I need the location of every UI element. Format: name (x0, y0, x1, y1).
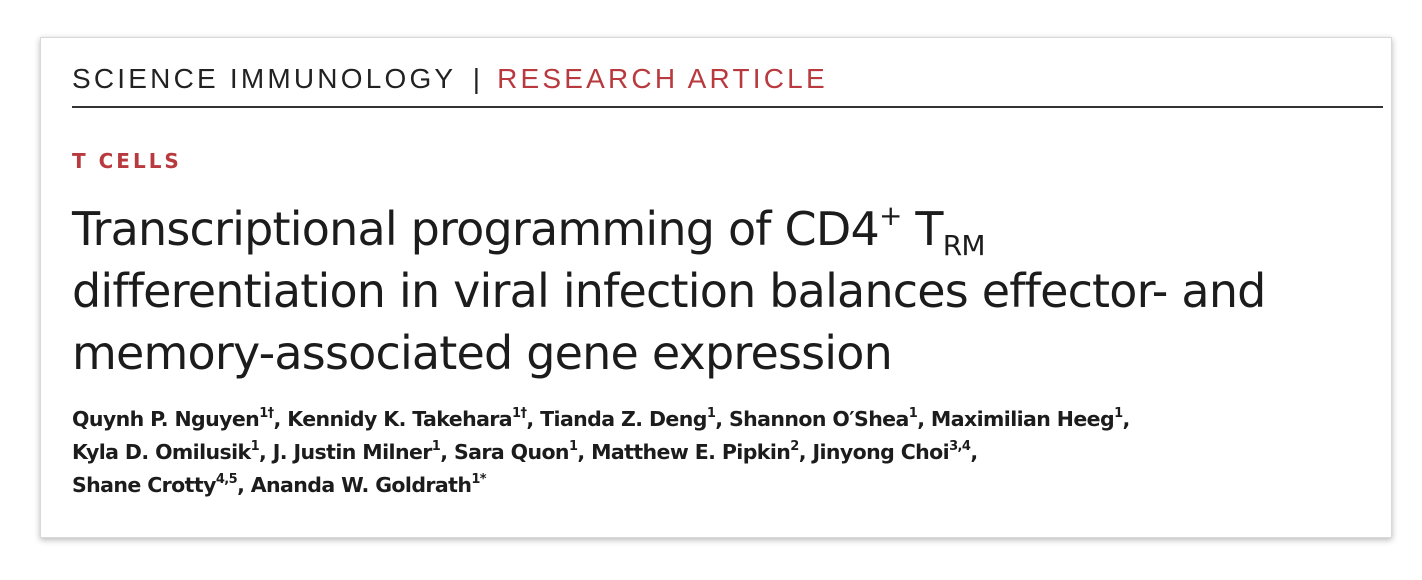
author-name: Tianda Z. Deng (540, 407, 707, 431)
author-line: Kyla D. Omilusik1, J. Justin Milner1, Sa… (72, 439, 978, 464)
article-title: Transcriptional programming of CD4+ TRM … (72, 198, 1372, 384)
author-affiliation: 1 (431, 439, 441, 454)
author-affiliation: 3,4 (949, 439, 971, 454)
author-name: Kyla D. Omilusik (72, 440, 251, 464)
author-affiliation: 1 (908, 406, 918, 421)
header-divider (72, 106, 1383, 108)
author-line: Quynh P. Nguyen1†, Kennidy K. Takehara1†… (72, 406, 1130, 431)
author-affiliation: 1† (512, 406, 527, 421)
author-name: Quynh P. Nguyen (72, 407, 260, 431)
author-name: Jinyong Choi (812, 440, 950, 464)
author-name: Shane Crotty (72, 473, 216, 497)
author-name: Matthew E. Pipkin (591, 440, 791, 464)
title-subscript: RM (942, 229, 986, 262)
section-label: T CELLS (72, 149, 182, 173)
header-separator: | (472, 63, 481, 94)
author-name: Kennidy K. Takehara (287, 407, 513, 431)
title-text-mid: T (901, 202, 943, 256)
title-text-before: Transcriptional programming of CD4 (72, 202, 880, 256)
author-line: Shane Crotty4,5, Ananda W. Goldrath1* (72, 472, 487, 497)
title-superscript: + (878, 199, 902, 232)
journal-name: SCIENCE IMMUNOLOGY (72, 63, 456, 94)
author-name: Maximilian Heeg (930, 407, 1115, 431)
author-affiliation: 1 (568, 439, 578, 454)
author-affiliation: 1 (706, 406, 716, 421)
author-affiliation: 4,5 (215, 472, 238, 487)
author-list: Quynh P. Nguyen1†, Kennidy K. Takehara1†… (72, 403, 1382, 502)
title-line-2: differentiation in viral infection balan… (72, 264, 1266, 318)
title-line-1: Transcriptional programming of CD4+ TRM (72, 198, 1372, 260)
journal-header: SCIENCE IMMUNOLOGY | RESEARCH ARTICLE (72, 62, 828, 96)
author-affiliation: 1* (471, 472, 486, 487)
author-name: Sara Quon (453, 440, 570, 464)
author-affiliation: 1† (259, 406, 274, 421)
author-affiliation: 1 (250, 439, 260, 454)
author-name: Ananda W. Goldrath (250, 473, 472, 497)
author-affiliation: 1 (1114, 406, 1123, 421)
article-header-card: SCIENCE IMMUNOLOGY | RESEARCH ARTICLE T … (40, 37, 1392, 538)
author-name: Shannon O′Shea (729, 407, 909, 431)
author-affiliation: 2 (790, 439, 799, 454)
author-name: J. Justin Milner (272, 440, 433, 464)
title-line-3: memory-associated gene expression (72, 326, 893, 380)
article-type-label: RESEARCH ARTICLE (497, 63, 828, 94)
